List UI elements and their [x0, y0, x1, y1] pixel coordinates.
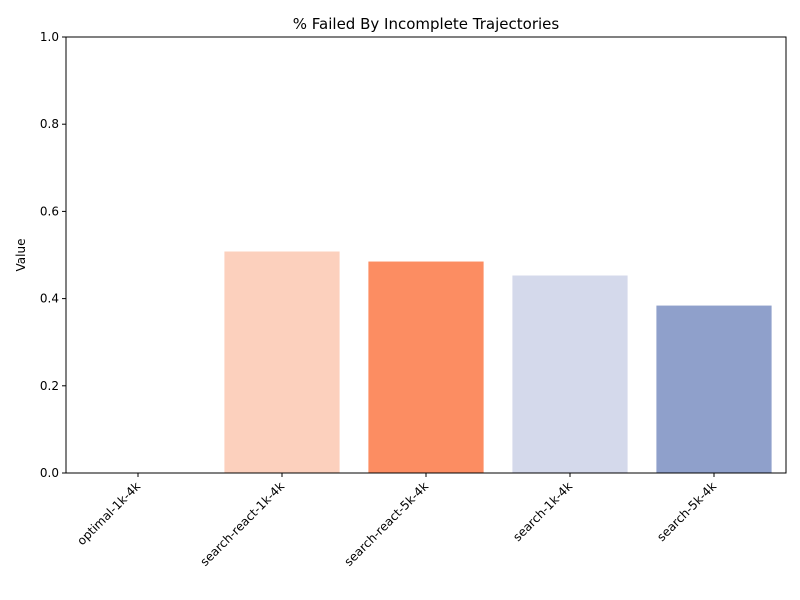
x-tick-label: search-react-5k-4k	[342, 479, 432, 569]
x-tick-label: search-5k-4k	[654, 479, 719, 544]
y-tick-label: 0.0	[40, 466, 59, 480]
y-tick-label: 0.6	[40, 204, 59, 218]
y-tick-label: 0.2	[40, 379, 59, 393]
x-tick-label: search-1k-4k	[510, 479, 575, 544]
x-tick-label: optimal-1k-4k	[74, 479, 143, 548]
y-tick-label: 0.4	[40, 292, 59, 306]
x-ticks: optimal-1k-4k search-react-1k-4k search-re…	[74, 473, 719, 569]
y-tick-label: 0.8	[40, 117, 59, 131]
y-tick-label: 1.0	[40, 30, 59, 44]
chart-title: % Failed By Incomplete Trajectories	[293, 15, 560, 33]
plot-frame	[65, 36, 787, 474]
bar-search-react-5k-4k	[368, 261, 484, 473]
bar-search-react-1k-4k	[224, 251, 340, 473]
bar-search-5k-4k	[656, 305, 772, 473]
bar-search-1k-4k	[512, 275, 628, 473]
x-tick-label: search-react-1k-4k	[198, 479, 288, 569]
bars-group	[224, 251, 772, 473]
y-axis-label: Value	[14, 239, 28, 272]
y-ticks: 0.0 0.2 0.4 0.6 0.8 1.0	[40, 30, 66, 480]
